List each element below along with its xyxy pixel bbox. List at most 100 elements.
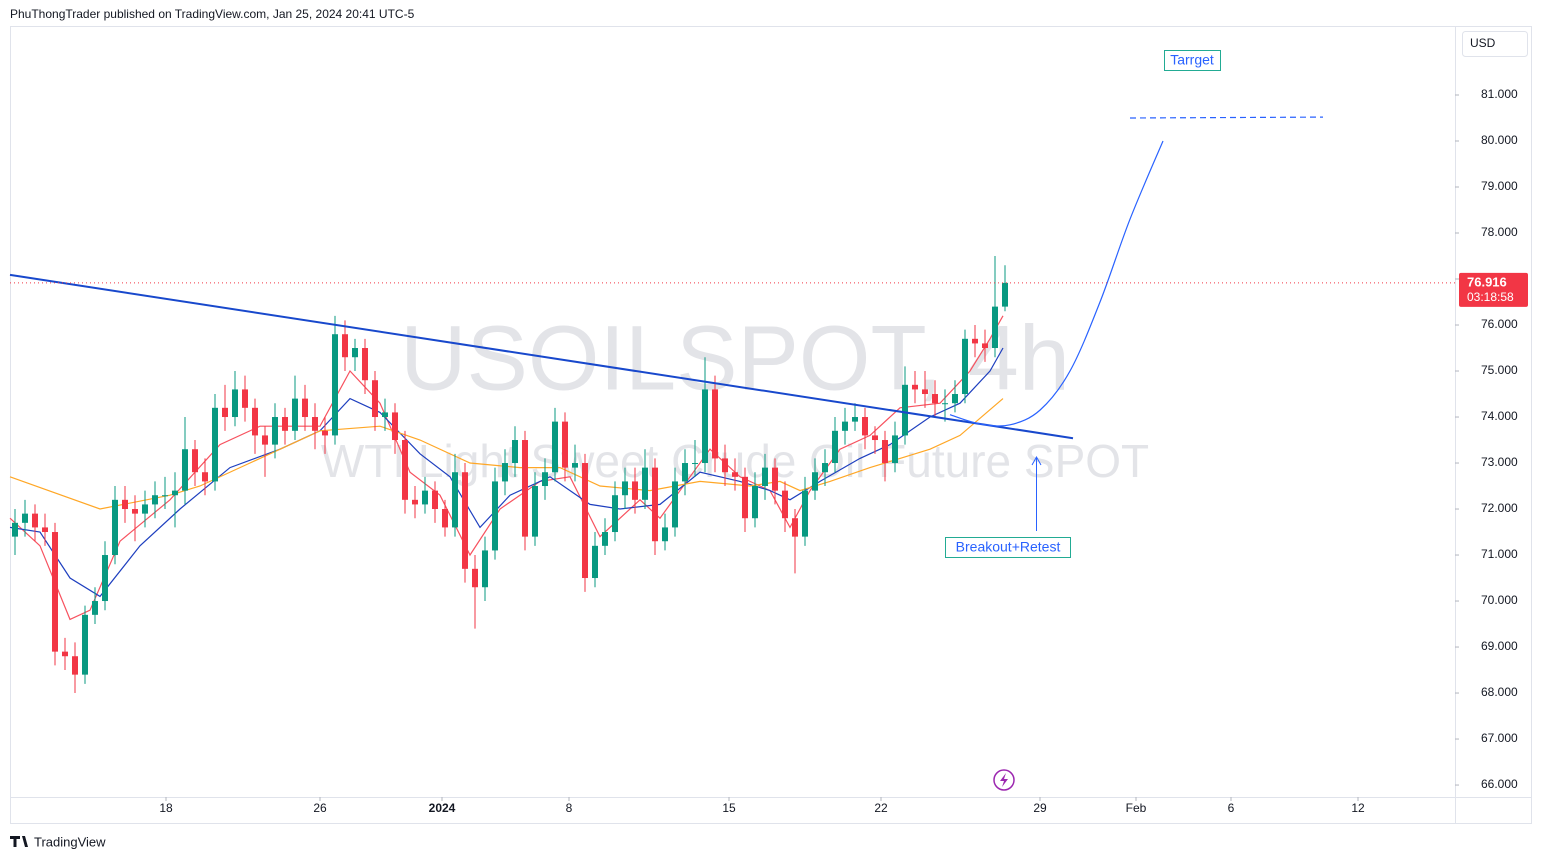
- candle-body: [502, 463, 508, 482]
- annotation-breakout: Breakout+Retest: [956, 539, 1061, 555]
- candle-body: [562, 421, 568, 468]
- candle-body: [762, 467, 768, 487]
- candle-body: [712, 389, 718, 459]
- candle-body: [32, 513, 38, 528]
- line: [9, 398, 1004, 510]
- line: [9, 347, 1004, 598]
- projection-curve: [949, 140, 1164, 427]
- candle-body: [742, 476, 748, 519]
- x-tick-label: 8: [566, 801, 573, 815]
- candle-body: [472, 568, 478, 588]
- candle-body: [252, 407, 258, 436]
- events-icon-bolt: [1000, 773, 1008, 787]
- candle-body: [782, 490, 788, 519]
- candle-body: [262, 435, 268, 445]
- candle-body: [242, 389, 248, 408]
- currency-label[interactable]: USD: [1470, 36, 1496, 50]
- candle-body: [922, 389, 928, 395]
- candle-body: [1002, 282, 1008, 307]
- candle-body: [992, 306, 998, 349]
- candle-body: [152, 495, 158, 505]
- candle-body: [982, 343, 988, 349]
- candle-body: [312, 417, 318, 431]
- candle-body: [862, 417, 868, 436]
- candle-body: [182, 449, 188, 491]
- candle-body: [732, 472, 738, 477]
- candle-body: [952, 394, 958, 404]
- candle-body: [72, 656, 78, 675]
- candle-body: [162, 495, 168, 497]
- candle-body: [772, 467, 778, 491]
- candle-body: [632, 481, 638, 500]
- candle-body: [672, 481, 678, 528]
- candle-body: [112, 499, 118, 556]
- candle-body: [362, 348, 368, 381]
- candle-body: [662, 527, 668, 542]
- y-tick-label: 79.000: [1481, 179, 1518, 193]
- candle-body: [682, 463, 688, 482]
- candle-body: [612, 495, 618, 533]
- x-tick-label: 6: [1228, 801, 1235, 815]
- publish-header: PhuThongTrader published on TradingView.…: [10, 7, 415, 21]
- y-tick-label: 74.000: [1481, 409, 1518, 423]
- x-tick-label: 18: [159, 801, 173, 815]
- candle-body: [222, 407, 228, 418]
- candle-body: [292, 398, 298, 431]
- chart-frame: [10, 26, 1532, 824]
- candle-body: [332, 334, 338, 436]
- candle-body: [402, 440, 408, 500]
- y-tick-label: 68.000: [1481, 685, 1518, 699]
- currency-box[interactable]: [1462, 31, 1528, 57]
- candle-body: [702, 389, 708, 464]
- candle-body: [902, 384, 908, 436]
- candle-body: [652, 467, 658, 542]
- y-tick-label: 81.000: [1481, 87, 1518, 101]
- candle-body: [282, 417, 288, 431]
- y-tick-label: 73.000: [1481, 455, 1518, 469]
- candle-body: [932, 394, 938, 404]
- candle-body: [42, 527, 48, 533]
- candle-body: [122, 499, 128, 510]
- candle-body: [942, 403, 948, 405]
- candle-body: [792, 518, 798, 537]
- last-price-label: 76.916: [1467, 274, 1507, 289]
- x-tick-label: Feb: [1126, 801, 1147, 815]
- x-tick-label: 15: [722, 801, 736, 815]
- candle-body: [452, 472, 458, 528]
- watermark-symbol: USOILSPOT, 4h: [400, 307, 1070, 409]
- candle-body: [172, 490, 178, 496]
- candle-body: [912, 384, 918, 390]
- candle-body: [382, 412, 388, 418]
- candle-body: [692, 463, 698, 465]
- line: [1129, 116, 1324, 119]
- x-tick-label: 29: [1033, 801, 1047, 815]
- candle-body: [852, 417, 858, 422]
- candle-body: [802, 490, 808, 537]
- candle-body: [212, 407, 218, 482]
- y-tick-label: 71.000: [1481, 547, 1518, 561]
- candle-body: [592, 545, 598, 579]
- x-tick-label: 26: [313, 801, 327, 815]
- candle-body: [642, 467, 648, 500]
- candle-body: [202, 472, 208, 482]
- candle-body: [142, 504, 148, 514]
- footer-brand: TradingView: [34, 834, 106, 849]
- candle-body: [812, 472, 818, 491]
- y-tick-label: 72.000: [1481, 501, 1518, 515]
- candle-body: [192, 449, 198, 473]
- annotation-box: [945, 537, 1071, 558]
- bar-countdown: 03:18:58: [1467, 290, 1514, 304]
- y-tick-label: 66.000: [1481, 777, 1518, 791]
- candle-body: [602, 532, 608, 546]
- line: [9, 273, 1074, 440]
- candle-body: [532, 486, 538, 537]
- candle-body: [442, 509, 448, 528]
- candle-body: [82, 614, 88, 675]
- candle-body: [622, 481, 628, 496]
- plot-area: [9, 116, 1455, 694]
- y-tick-label: 67.000: [1481, 731, 1518, 745]
- candle-body: [582, 463, 588, 579]
- candle-body: [492, 481, 498, 551]
- candle-body: [962, 338, 968, 395]
